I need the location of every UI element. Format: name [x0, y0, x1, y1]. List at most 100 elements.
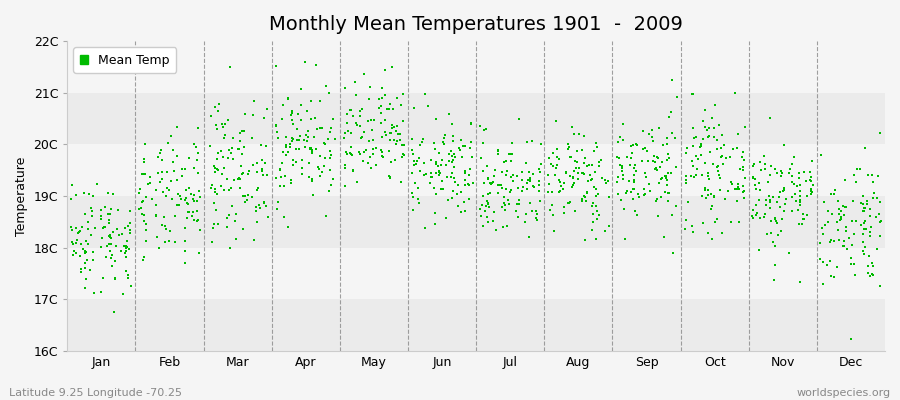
Point	[570, 159, 584, 165]
Point	[346, 167, 360, 173]
Point	[860, 198, 874, 204]
Point	[652, 155, 666, 161]
Point	[208, 165, 222, 171]
Point	[283, 144, 297, 150]
Point	[338, 165, 352, 171]
Point	[349, 92, 364, 98]
Point	[177, 225, 192, 231]
Point	[405, 170, 419, 176]
Point	[309, 62, 323, 68]
Point	[624, 155, 638, 161]
Point	[662, 114, 677, 120]
Point	[503, 150, 517, 157]
Point	[735, 189, 750, 196]
Point	[209, 207, 223, 213]
Point	[616, 121, 630, 127]
Point	[686, 228, 700, 235]
Point	[374, 120, 389, 126]
Point	[406, 194, 420, 200]
Point	[574, 147, 589, 154]
Point	[119, 245, 133, 252]
Point	[186, 209, 201, 216]
Point	[777, 185, 791, 192]
Point	[378, 117, 392, 123]
Point	[860, 198, 875, 204]
Bar	[68, 93, 885, 144]
Point	[207, 163, 221, 170]
Point	[321, 136, 336, 142]
Point	[212, 101, 227, 108]
Point	[712, 172, 726, 178]
Point	[813, 240, 827, 246]
Point	[84, 232, 98, 238]
Point	[864, 224, 878, 230]
Point	[304, 149, 319, 156]
Point	[497, 194, 511, 200]
Point	[554, 183, 569, 189]
Point	[481, 174, 495, 181]
Point	[428, 191, 443, 198]
Point	[376, 154, 391, 160]
Point	[746, 163, 760, 169]
Point	[158, 223, 172, 230]
Point	[561, 146, 575, 152]
Point	[435, 157, 449, 163]
Point	[580, 190, 594, 196]
Point	[706, 194, 721, 200]
Point	[485, 180, 500, 186]
Point	[80, 219, 94, 225]
Point	[549, 165, 563, 172]
Point	[588, 169, 602, 175]
Point	[169, 124, 184, 130]
Point	[210, 126, 224, 132]
Point	[516, 184, 530, 191]
Point	[83, 267, 97, 273]
Point	[152, 245, 166, 251]
Point	[785, 194, 799, 200]
Point	[857, 205, 871, 212]
Point	[491, 147, 506, 153]
Point	[585, 203, 599, 210]
Point	[106, 190, 121, 197]
Point	[832, 236, 846, 243]
Point	[298, 144, 312, 150]
Point	[850, 218, 864, 224]
Point	[99, 254, 113, 261]
Point	[382, 137, 397, 144]
Point	[544, 189, 559, 195]
Point	[357, 148, 372, 155]
Point	[541, 189, 555, 196]
Point	[669, 203, 683, 209]
Point	[711, 163, 725, 169]
Point	[229, 211, 243, 217]
Point	[112, 232, 127, 238]
Point	[649, 165, 663, 172]
Point	[382, 105, 397, 112]
Point	[103, 217, 117, 223]
Point	[408, 180, 422, 186]
Point	[169, 153, 184, 160]
Point	[866, 271, 880, 278]
Point	[224, 150, 238, 156]
Point	[642, 131, 656, 137]
Point	[561, 200, 575, 206]
Point	[193, 194, 207, 200]
Point	[348, 120, 363, 126]
Point	[175, 166, 189, 172]
Point	[803, 177, 817, 184]
Point	[137, 171, 151, 178]
Point	[292, 111, 306, 118]
Point	[552, 177, 566, 183]
Point	[647, 159, 662, 165]
Point	[309, 146, 323, 152]
Point	[212, 221, 226, 227]
Point	[681, 199, 696, 205]
Point	[378, 66, 392, 73]
Point	[542, 181, 556, 188]
Point	[455, 142, 470, 149]
Point	[428, 159, 443, 165]
Point	[827, 186, 842, 193]
Point	[109, 243, 123, 249]
Point	[719, 155, 733, 162]
Point	[382, 174, 397, 181]
